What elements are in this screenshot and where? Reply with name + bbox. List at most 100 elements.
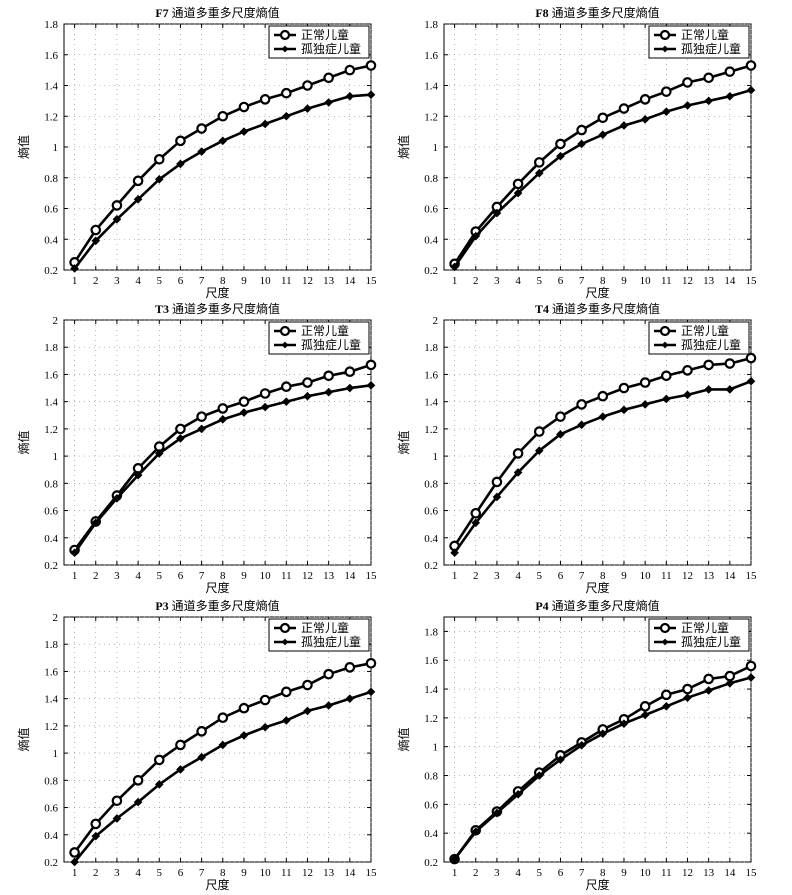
x-tick-label: 5 [537, 275, 543, 287]
series-0-point [196, 726, 207, 737]
series-1-point [513, 468, 523, 477]
series-1-point [70, 264, 79, 273]
chart-title-text: 通道多重多尺度熵值 [169, 5, 280, 20]
series-1-point [598, 130, 608, 140]
y-tick-label: 0.2 [44, 265, 58, 277]
chart-title-text: 通道多重多尺度熵值 [549, 598, 660, 613]
x-tick-label: 12 [302, 275, 313, 287]
legend-marker-1 [281, 341, 289, 349]
x-tick-label: 9 [241, 275, 247, 287]
series-1-point [112, 814, 122, 823]
series-1-point [282, 111, 291, 121]
x-tick-label: 7 [579, 867, 585, 879]
x-tick-label: 10 [260, 867, 272, 879]
chart-title: T3 通道多重多尺度熵值 [155, 301, 280, 316]
x-tick-label: 12 [682, 275, 693, 287]
series-0-point [153, 154, 165, 165]
series-0-point [661, 689, 672, 701]
series-0-point [344, 662, 356, 673]
series-1-point [683, 101, 692, 110]
series-1-point [746, 673, 756, 682]
y-tick-label: 1.2 [424, 424, 438, 436]
plot-frame [63, 319, 372, 566]
y-tick-label: 0.2 [424, 857, 438, 869]
chart-title: T4 通道多重多尺度熵值 [535, 301, 660, 316]
series-1-point [577, 139, 586, 149]
series-1-point [704, 96, 713, 106]
y-tick-label: 1.8 [44, 19, 58, 31]
x-tick-label: 8 [220, 570, 226, 582]
series-1-point [303, 104, 312, 113]
x-axis-label: 尺度 [585, 285, 609, 300]
series-0-point [470, 507, 482, 519]
x-tick-label: 15 [366, 570, 378, 582]
series-0-point [365, 60, 377, 71]
series-0-point [132, 175, 144, 187]
x-tick-label: 4 [135, 867, 141, 879]
x-tick-label: 5 [157, 275, 163, 287]
y-tick-label: 1.8 [44, 342, 58, 354]
series-0-point [682, 365, 693, 376]
x-tick-label: 9 [621, 867, 627, 879]
series-1-point [619, 719, 629, 728]
legend-marker-0 [659, 29, 671, 41]
x-tick-label: 11 [281, 867, 292, 879]
x-tick-label: 15 [746, 275, 758, 287]
series-1-point [197, 147, 206, 156]
series-0-point [576, 399, 587, 410]
series-1-point [154, 449, 164, 458]
chart-title-text: 通道多重多尺度熵值 [549, 301, 660, 316]
series-1-point [70, 857, 79, 867]
series-0-point [512, 448, 524, 459]
series-0-point [703, 359, 714, 371]
x-tick-label: 11 [661, 275, 672, 287]
y-tick-label: 0.6 [44, 204, 58, 216]
x-tick-label: 11 [281, 275, 292, 287]
series-1-point [534, 168, 544, 178]
x-tick-label: 12 [302, 570, 313, 582]
series-1-point [598, 412, 608, 421]
series-0-point [302, 679, 313, 691]
series-1-point [513, 789, 523, 799]
series-0-point [323, 370, 334, 382]
series-1-point [450, 548, 459, 558]
y-tick-label: 1.4 [44, 81, 58, 93]
x-tick-label: 8 [600, 275, 606, 287]
series-0-point [344, 64, 356, 76]
series-1-point [154, 174, 164, 184]
x-tick-label: 12 [302, 867, 313, 879]
y-tick-label: 0.8 [424, 173, 438, 185]
series-1-point [492, 208, 502, 218]
series-1-point [133, 194, 143, 204]
series-1-point [704, 686, 713, 695]
x-tick-label: 12 [682, 570, 693, 582]
series-1-point [662, 394, 671, 404]
series-0-point [512, 178, 524, 190]
series-0-point [639, 94, 651, 105]
x-tick-label: 4 [135, 275, 141, 287]
x-tick-label: 2 [93, 570, 99, 582]
legend-label-1: 孤独症儿童 [301, 41, 361, 56]
series-0-point [90, 224, 102, 236]
series-0-point [196, 411, 207, 422]
series-1-point [619, 405, 629, 415]
series-0-point [745, 352, 757, 364]
x-tick-label: 4 [135, 570, 141, 582]
x-tick-label: 6 [558, 570, 564, 582]
x-tick-label: 7 [199, 570, 205, 582]
x-tick-label: 4 [515, 570, 521, 582]
series-1-point [91, 518, 101, 528]
y-tick-label: 1 [53, 748, 59, 760]
legend-marker-0 [279, 29, 291, 41]
x-axis-label: 尺度 [585, 877, 609, 892]
series-1-point [746, 85, 756, 95]
series-1-point [556, 755, 565, 764]
legend-marker-1 [661, 45, 669, 53]
series-1-point [176, 765, 185, 774]
y-tick-label: 1.4 [44, 397, 58, 409]
series-1-point [91, 831, 101, 841]
x-tick-label: 8 [220, 867, 226, 879]
series-1-point [577, 740, 586, 750]
series-1-point [683, 390, 692, 400]
series-0-point [281, 87, 292, 99]
